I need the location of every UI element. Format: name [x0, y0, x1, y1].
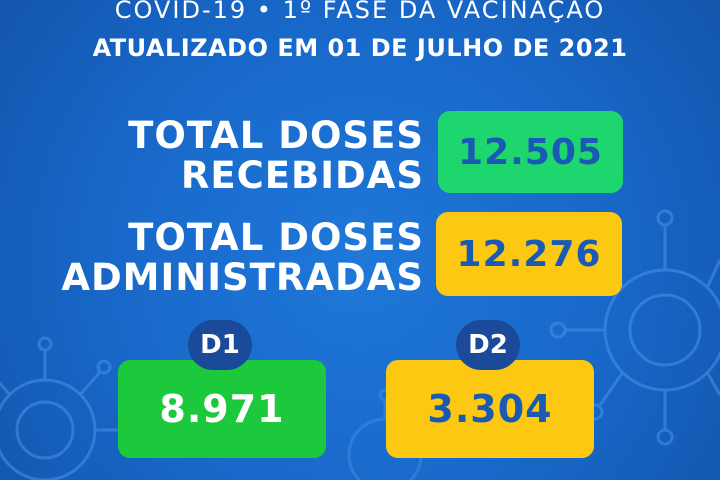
- received-doses-label: TOTAL DOSES RECEBIDAS: [128, 116, 424, 196]
- d2-badge: D2: [456, 320, 520, 370]
- administered-doses-label: TOTAL DOSES ADMINISTRADAS: [61, 218, 424, 298]
- d1-badge: D1: [188, 320, 252, 370]
- virus-icon: [549, 209, 720, 446]
- administered-label-line1: TOTAL DOSES: [128, 216, 424, 259]
- administered-label-line2: ADMINISTRADAS: [61, 256, 424, 299]
- received-label-line2: RECEBIDAS: [180, 154, 424, 197]
- campaign-title: COVID-19 • 1º FASE DA VACINAÇÃO: [114, 0, 606, 24]
- received-label-line1: TOTAL DOSES: [128, 114, 424, 157]
- administered-doses-value: 12.276: [436, 212, 622, 296]
- virus-icon: [0, 336, 118, 480]
- updated-date: ATUALIZADO EM 01 DE JULHO DE 2021: [92, 34, 628, 62]
- received-doses-value: 12.505: [438, 111, 623, 193]
- d2-value: 3.304: [386, 360, 594, 458]
- d1-value: 8.971: [118, 360, 326, 458]
